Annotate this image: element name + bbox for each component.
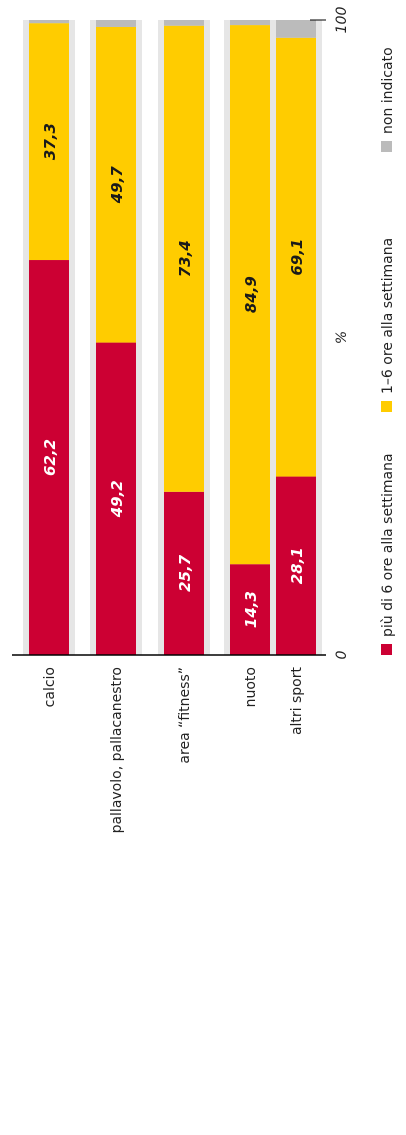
bar-segment [29,260,69,655]
legend-label: 1–6 ore alla settimana [380,238,396,394]
legend-label: più di 6 ore alla settimana [380,453,396,637]
bar-segment [276,476,316,655]
category-labels: calcio pallavolo, pallacanestro area “fitn… [42,666,305,833]
bar-segment [96,342,136,655]
data-label: 84,9 [242,276,260,313]
category-label: pallavolo, pallacanestro [109,667,125,833]
legend-swatch [381,644,392,655]
data-label: 49,2 [108,480,126,518]
category-label: area “fitness” [177,667,193,764]
data-label: 28,1 [288,547,306,584]
data-label: 25,7 [176,554,194,592]
bar-segment [96,20,136,27]
data-label: 62,2 [41,439,59,476]
category-label: nuoto [243,667,259,707]
legend-swatch [381,141,392,152]
data-label: 69,1 [288,239,306,276]
axis-min-label: 0 [334,650,350,659]
bar-segment [164,491,204,655]
data-label: 37,3 [41,123,59,160]
bar-segment [230,564,270,655]
bar-segment [164,20,204,26]
data-label: 73,4 [176,240,194,277]
bar-segment [230,20,270,26]
bar-segment [230,25,270,565]
bar-segment [96,26,136,343]
legend-swatch [381,401,392,412]
legend-label: non indicato [380,47,396,134]
data-label: 14,3 [242,591,260,628]
data-label: 49,7 [108,166,126,205]
legend: più di 6 ore alla settimana 1–6 ore alla … [380,47,396,655]
category-label: calcio [42,667,58,707]
bar-segment [276,20,316,38]
bar-segment [29,20,69,24]
category-label: altri sport [289,666,305,735]
axis-labels: 0% 100 [334,7,350,660]
bar-segment [29,23,69,261]
axis-unit-label: % [334,331,350,344]
axis-max-label: 100 [334,7,350,34]
bar-segment [164,25,204,492]
bar-segment [276,37,316,477]
plot-area: 62,2 37,3 49,2 49,7 25,7 73,4 14,3 84,9 28,1 69,1 [23,20,322,655]
